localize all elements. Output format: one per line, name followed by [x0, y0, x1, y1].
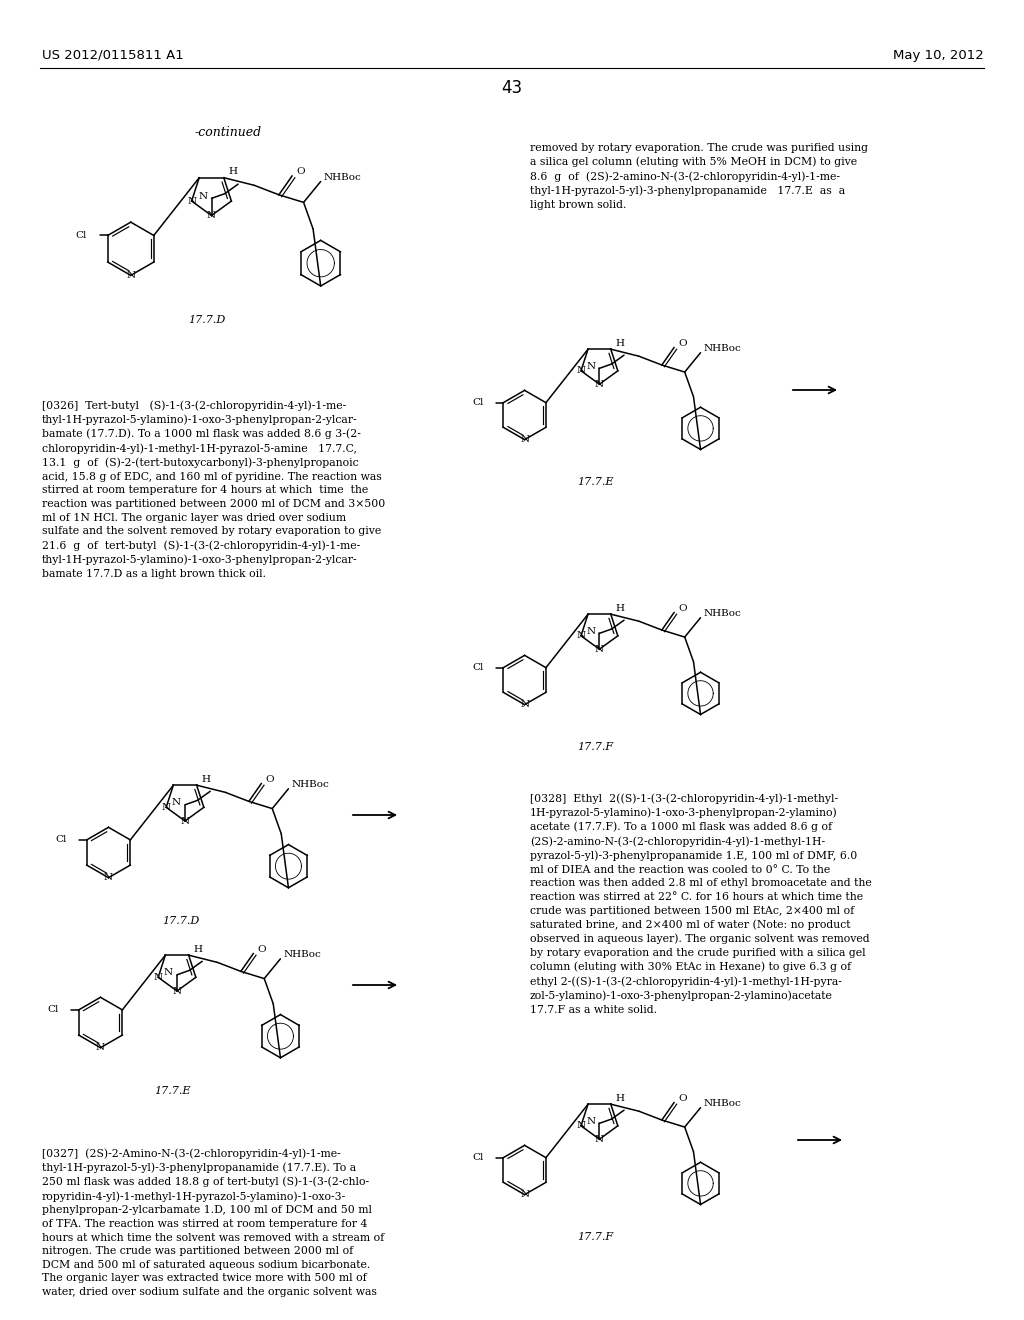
Text: Cl: Cl: [55, 836, 67, 845]
Text: N: N: [587, 362, 595, 371]
Text: H: H: [194, 945, 202, 954]
Text: N: N: [520, 700, 529, 709]
Text: Cl: Cl: [472, 1154, 484, 1162]
Text: H: H: [615, 605, 624, 614]
Text: N: N: [104, 874, 113, 882]
Text: N: N: [164, 969, 173, 977]
Text: NHBoc: NHBoc: [703, 345, 741, 354]
Text: N: N: [96, 1043, 105, 1052]
Text: N: N: [587, 1117, 595, 1126]
Text: 17.7.E: 17.7.E: [155, 1085, 190, 1096]
Text: [0328]  Ethyl  2((S)-1-(3-(2-chloropyridin-4-yl)-1-methyl-
1H-pyrazol-5-ylamino): [0328] Ethyl 2((S)-1-(3-(2-chloropyridin…: [530, 793, 871, 1015]
Text: removed by rotary evaporation. The crude was purified using
a silica gel column : removed by rotary evaporation. The crude…: [530, 143, 868, 210]
Text: US 2012/0115811 A1: US 2012/0115811 A1: [42, 49, 183, 62]
Text: 17.7.D: 17.7.D: [188, 315, 225, 325]
Text: N: N: [162, 803, 171, 812]
Text: Cl: Cl: [472, 399, 484, 407]
Text: N: N: [595, 1135, 604, 1143]
Text: N: N: [207, 211, 216, 220]
Text: NHBoc: NHBoc: [703, 1100, 741, 1109]
Text: Cl: Cl: [472, 663, 484, 672]
Text: H: H: [228, 168, 238, 177]
Text: N: N: [520, 1191, 529, 1199]
Text: 43: 43: [502, 79, 522, 96]
Text: N: N: [587, 627, 595, 636]
Text: O: O: [678, 1094, 687, 1104]
Text: NHBoc: NHBoc: [703, 610, 741, 618]
Text: N: N: [187, 197, 197, 206]
Text: N: N: [180, 817, 189, 825]
Text: NHBoc: NHBoc: [324, 173, 361, 182]
Text: N: N: [520, 436, 529, 444]
Text: [0326]  Tert-butyl   (S)-1-(3-(2-chloropyridin-4-yl)-1-me-
thyl-1H-pyrazol-5-yla: [0326] Tert-butyl (S)-1-(3-(2-chloropyri…: [42, 400, 385, 578]
Text: Cl: Cl: [76, 231, 87, 240]
Text: 17.7.F: 17.7.F: [577, 742, 613, 751]
Text: NHBoc: NHBoc: [284, 950, 322, 960]
Text: N: N: [577, 367, 586, 375]
Text: 17.7.D: 17.7.D: [162, 916, 199, 925]
Text: O: O: [265, 775, 274, 784]
Text: N: N: [172, 986, 181, 995]
Text: N: N: [172, 799, 181, 808]
Text: 17.7.F: 17.7.F: [577, 1232, 613, 1242]
Text: 17.7.E: 17.7.E: [577, 477, 613, 487]
Text: N: N: [577, 1121, 586, 1130]
Text: N: N: [595, 644, 604, 653]
Text: N: N: [199, 191, 208, 201]
Text: May 10, 2012: May 10, 2012: [893, 49, 984, 62]
Text: H: H: [201, 775, 210, 784]
Text: NHBoc: NHBoc: [292, 780, 329, 789]
Text: N: N: [595, 380, 604, 388]
Text: Cl: Cl: [47, 1006, 58, 1014]
Text: [0327]  (2S)-2-Amino-N-(3-(2-chloropyridin-4-yl)-1-me-
thyl-1H-pyrazol-5-yl)-3-p: [0327] (2S)-2-Amino-N-(3-(2-chloropyridi…: [42, 1148, 384, 1298]
Text: O: O: [257, 945, 266, 954]
Text: N: N: [154, 973, 163, 982]
Text: H: H: [615, 339, 624, 348]
Text: N: N: [577, 631, 586, 640]
Text: O: O: [678, 605, 687, 612]
Text: -continued: -continued: [195, 127, 261, 140]
Text: H: H: [615, 1094, 624, 1104]
Text: N: N: [126, 271, 135, 280]
Text: O: O: [296, 168, 305, 177]
Text: O: O: [678, 339, 687, 348]
